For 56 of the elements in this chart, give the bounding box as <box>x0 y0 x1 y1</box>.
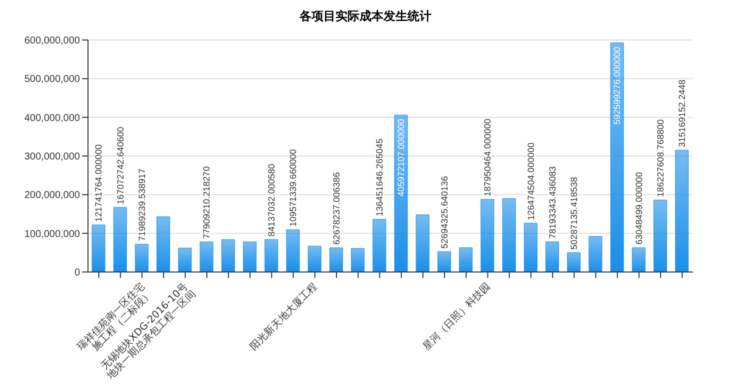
bar <box>351 248 365 272</box>
bar <box>459 247 473 272</box>
data-label: 167072742.640600 <box>115 126 126 204</box>
y-tick-label: 600,000,000 <box>24 36 80 47</box>
bar <box>92 224 106 272</box>
data-label: 78193343.436083 <box>547 166 558 239</box>
data-label: 84137032.000580 <box>266 164 277 236</box>
bar <box>308 246 322 272</box>
y-tick-label: 300,000,000 <box>24 152 80 163</box>
data-label: 71989239.538917 <box>136 168 147 242</box>
bar <box>221 239 235 272</box>
bar <box>654 200 668 272</box>
data-label: 62678237.006386 <box>331 172 342 245</box>
bar <box>178 248 192 272</box>
bar <box>156 216 170 272</box>
x-tick-label: 星河（日照）科技园 <box>420 280 493 353</box>
bar <box>329 248 343 272</box>
bar <box>632 247 646 272</box>
data-label: 187950464.000000 <box>482 118 493 196</box>
data-label: 186227608.768800 <box>655 119 666 197</box>
bar <box>567 252 581 272</box>
bar <box>243 242 256 272</box>
bar <box>286 229 300 272</box>
bar <box>610 42 624 272</box>
bar <box>416 214 430 272</box>
data-label: 109571339.660000 <box>288 149 298 227</box>
chart-title: 各项目实际成本发生统计 <box>298 8 432 25</box>
data-label: 405972107.000000 <box>396 119 406 197</box>
data-label: 52694325.640136 <box>439 176 450 249</box>
bar <box>480 199 494 272</box>
y-tick-label: 200,000,000 <box>24 190 80 202</box>
bar <box>546 242 559 272</box>
x-tick-label: 阳光新天地大厦工程 <box>248 280 320 353</box>
y-tick-label: 500,000,000 <box>24 74 80 86</box>
y-tick-label: 400,000,000 <box>24 112 80 124</box>
data-label: 136451646.265045 <box>374 138 385 216</box>
bar <box>134 244 148 272</box>
bar <box>264 239 278 272</box>
bar <box>200 242 214 272</box>
bar <box>502 198 516 272</box>
data-label: 315169152.2448 <box>677 80 688 148</box>
bar <box>437 251 451 272</box>
bar <box>524 222 538 272</box>
y-tick-label: 0 <box>74 268 80 279</box>
data-label: 121741764.000000 <box>94 144 104 222</box>
data-label: 126474504.000000 <box>526 142 536 220</box>
data-label: 63048499.000000 <box>634 172 644 245</box>
bar <box>675 150 689 272</box>
data-label: 592599276.000000 <box>612 46 622 124</box>
data-label: 77909210.218270 <box>202 166 212 239</box>
y-tick-label: 100,000,000 <box>24 228 80 240</box>
data-label: 50287135.418538 <box>569 176 580 250</box>
bar <box>372 218 386 272</box>
bar <box>113 207 127 272</box>
bar <box>394 114 408 272</box>
bar <box>588 236 602 272</box>
